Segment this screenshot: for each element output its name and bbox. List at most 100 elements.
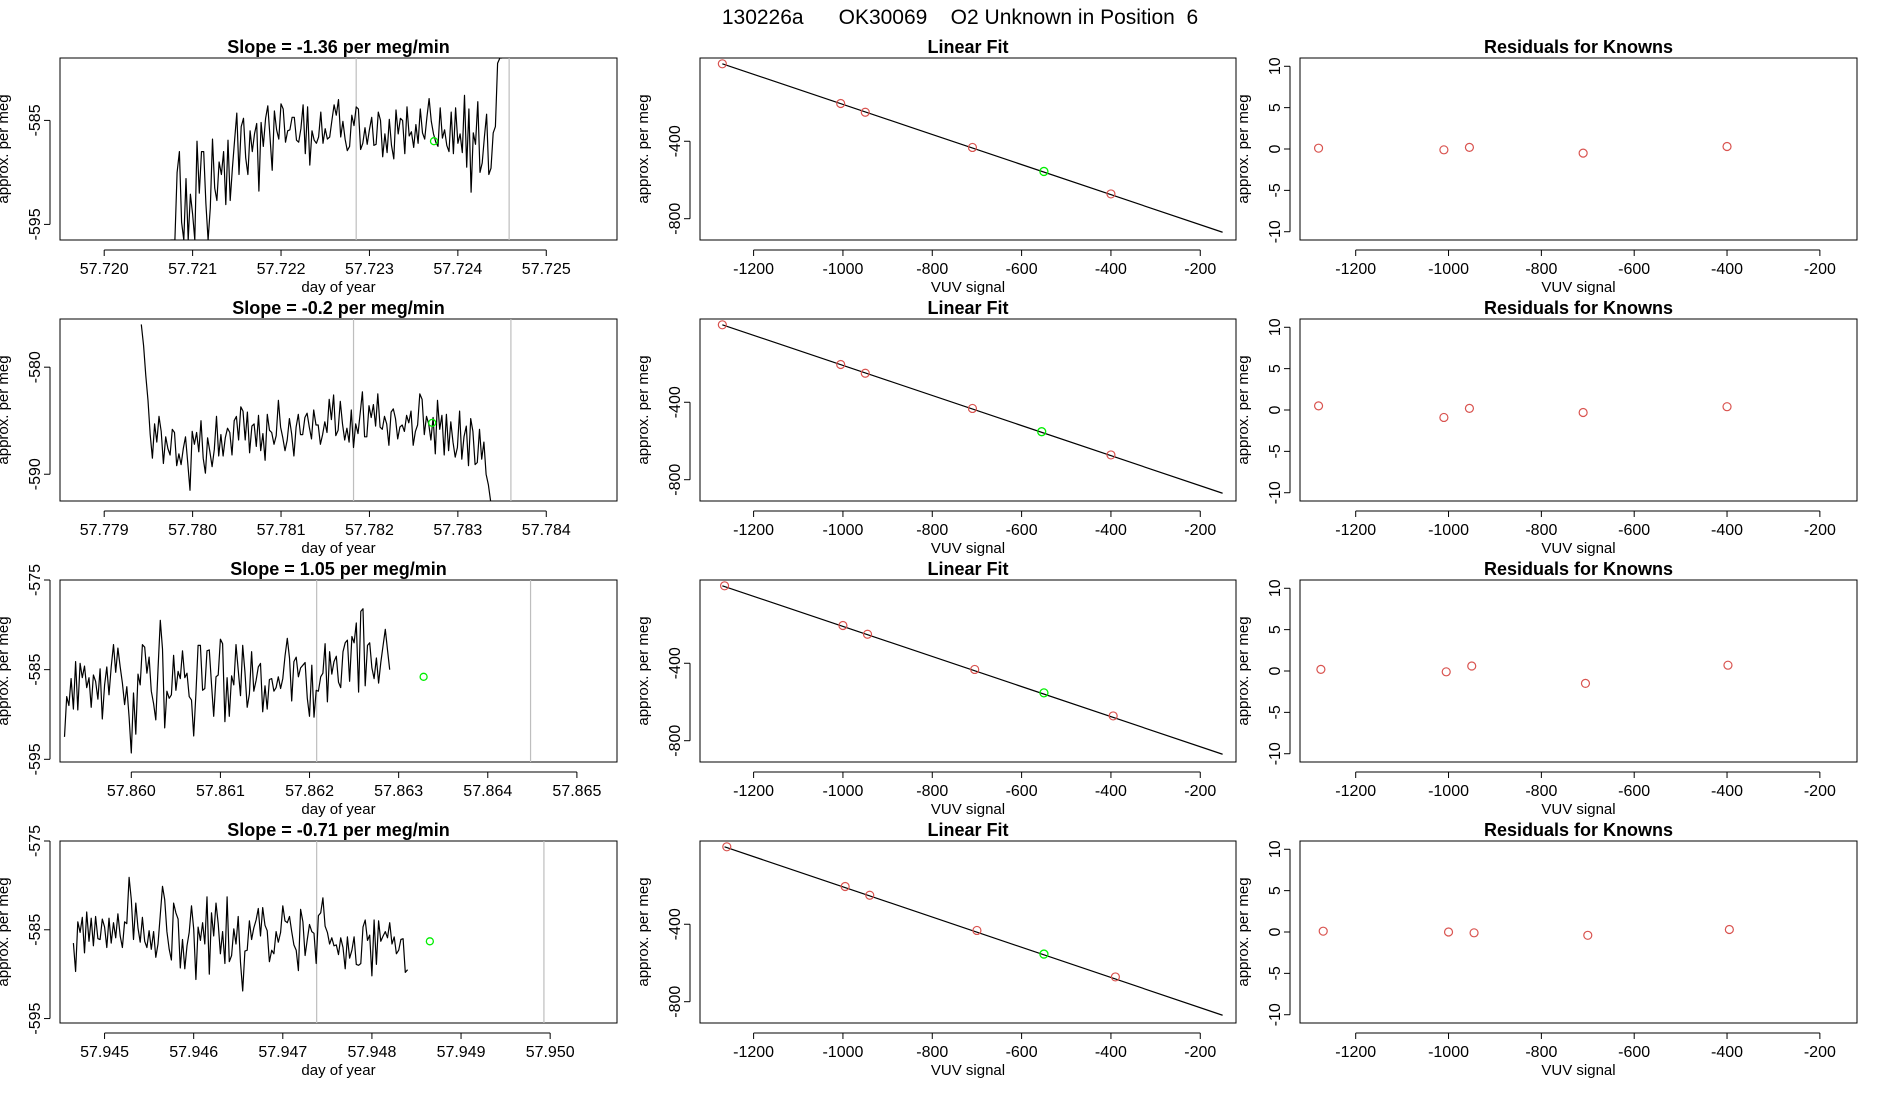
plot-frame: [1299, 579, 1858, 763]
unknown-mean-point: [425, 937, 434, 946]
y-tick-label: -5: [1267, 183, 1284, 197]
y-axis-label: approx. per meg: [0, 355, 12, 464]
y-tick-label: -10: [1267, 1003, 1284, 1026]
panel-row2-trend: Slope = -0.2 per meg/min 57.779 57.780 57.7…: [0, 298, 618, 557]
x-tick-label: 57.724: [433, 261, 482, 278]
x-tick-label: 57.781: [257, 522, 306, 539]
x-tick-label: -200: [1184, 261, 1216, 278]
x-tick-label: 57.862: [285, 783, 334, 800]
chart-title: Residuals for Knowns: [1484, 559, 1673, 579]
x-tick-label: 57.725: [522, 261, 571, 278]
x-tick-label: -400: [1711, 261, 1743, 278]
x-tick-label: 57.948: [347, 1044, 396, 1061]
x-tick-label: -800: [916, 1044, 948, 1061]
y-tick-label: -595: [27, 743, 44, 775]
known-point: [1578, 407, 1588, 418]
x-tick-label: -800: [916, 783, 948, 800]
x-tick-label: -1000: [822, 783, 863, 800]
x-tick-label: -400: [1095, 1044, 1127, 1061]
plot-area: [717, 320, 1223, 494]
plot-area: [140, 319, 512, 501]
known-point: [865, 890, 875, 900]
y-tick-label: 5: [1267, 103, 1284, 112]
x-tick-label: 57.722: [257, 261, 306, 278]
x-tick-label: 57.860: [107, 783, 156, 800]
plot-frame: [699, 57, 1237, 241]
known-point: [1106, 189, 1116, 199]
x-tick-label: 57.861: [196, 783, 245, 800]
known-point: [1464, 142, 1475, 152]
known-point: [838, 620, 848, 631]
x-tick-label: 57.865: [552, 783, 601, 800]
panel-row3-fit: Linear Fit -1200 -1000 -800 -600 -400 -200 VUV …: [635, 559, 1237, 818]
known-point: [1722, 402, 1732, 412]
y-tick-label: -590: [27, 458, 44, 490]
y-axis-label: approx. per meg: [635, 355, 652, 464]
y-tick-label: 0: [1267, 927, 1284, 936]
x-tick-label: -200: [1184, 1044, 1216, 1061]
y-tick-label: -800: [667, 464, 684, 496]
x-tick-label: -1200: [733, 1044, 774, 1061]
y-tick-label: -595: [27, 208, 44, 240]
chart-title: Linear Fit: [927, 820, 1008, 840]
x-tick-label: -1000: [1428, 783, 1469, 800]
plot-frame: [699, 840, 1237, 1024]
per-meg-trace: [170, 58, 503, 240]
known-point: [1580, 678, 1591, 689]
x-tick-label: 57.950: [526, 1044, 575, 1061]
y-tick-label: 0: [1267, 144, 1284, 153]
known-point: [860, 368, 870, 378]
x-tick-label: -400: [1095, 522, 1127, 539]
plot-area: [1316, 660, 1733, 689]
known-point: [1108, 711, 1118, 721]
chart-title: Slope = -0.71 per meg/min: [227, 820, 450, 840]
x-axis-label: VUV signal: [1541, 279, 1615, 296]
known-point: [1441, 667, 1451, 677]
known-point: [1439, 412, 1449, 423]
chart-title: Linear Fit: [927, 559, 1008, 579]
chart-title: Residuals for Knowns: [1484, 298, 1673, 318]
plot-frame: [59, 840, 618, 1024]
x-tick-label: -800: [1525, 522, 1557, 539]
x-tick-label: -1000: [822, 1044, 863, 1061]
known-point: [967, 403, 978, 414]
y-tick-label: -585: [27, 654, 44, 686]
plot-frame: [1299, 840, 1858, 1024]
per-meg-trace: [140, 324, 492, 501]
chart-title: Residuals for Knowns: [1484, 37, 1673, 57]
chart-title: Slope = 1.05 per meg/min: [230, 559, 447, 579]
x-tick-label: -200: [1804, 1044, 1836, 1061]
x-tick-label: -600: [1618, 261, 1650, 278]
unknown-point: [1037, 427, 1047, 437]
x-tick-label: -600: [1618, 1044, 1650, 1061]
x-tick-label: -400: [1711, 1044, 1743, 1061]
known-point: [1313, 143, 1324, 153]
y-axis-label: approx. per meg: [1235, 877, 1252, 986]
plot-area: [717, 59, 1223, 233]
known-point: [840, 881, 850, 892]
known-point: [1467, 661, 1477, 671]
fit-line: [724, 846, 1223, 1016]
x-tick-label: -600: [1006, 261, 1038, 278]
x-axis-label: day of year: [301, 279, 375, 296]
panel-row3-residual: Residuals for Knowns -1200 -1000 -800 -600 -4…: [1235, 559, 1858, 818]
y-tick-label: -800: [667, 203, 684, 235]
panel-row1-trend: Slope = -1.36 per meg/min 57.720 57.721 57.…: [0, 37, 618, 296]
unknown-point: [1039, 949, 1049, 959]
x-tick-label: -1000: [1428, 522, 1469, 539]
plot-frame: [699, 579, 1237, 763]
known-point: [719, 581, 730, 591]
panel-row4-fit: Linear Fit -1200 -1000 -800 -600 -400 -200 VUV …: [635, 820, 1237, 1079]
x-tick-label: -1000: [1428, 1044, 1469, 1061]
known-point: [1578, 148, 1588, 158]
y-tick-label: -10: [1267, 742, 1284, 765]
x-axis-label: day of year: [301, 801, 375, 818]
panel-row2-fit: Linear Fit -1200 -1000 -800 -600 -400 -200 VUV …: [635, 298, 1237, 557]
panel-row1-residual: Residuals for Knowns -1200 -1000 -800 -600 -4…: [1235, 37, 1858, 296]
known-point: [1106, 450, 1116, 460]
x-tick-label: 57.864: [463, 783, 512, 800]
x-tick-label: -400: [1711, 522, 1743, 539]
known-point: [862, 629, 873, 639]
unknown-point: [1039, 166, 1049, 177]
x-axis-label: VUV signal: [931, 1062, 1005, 1079]
